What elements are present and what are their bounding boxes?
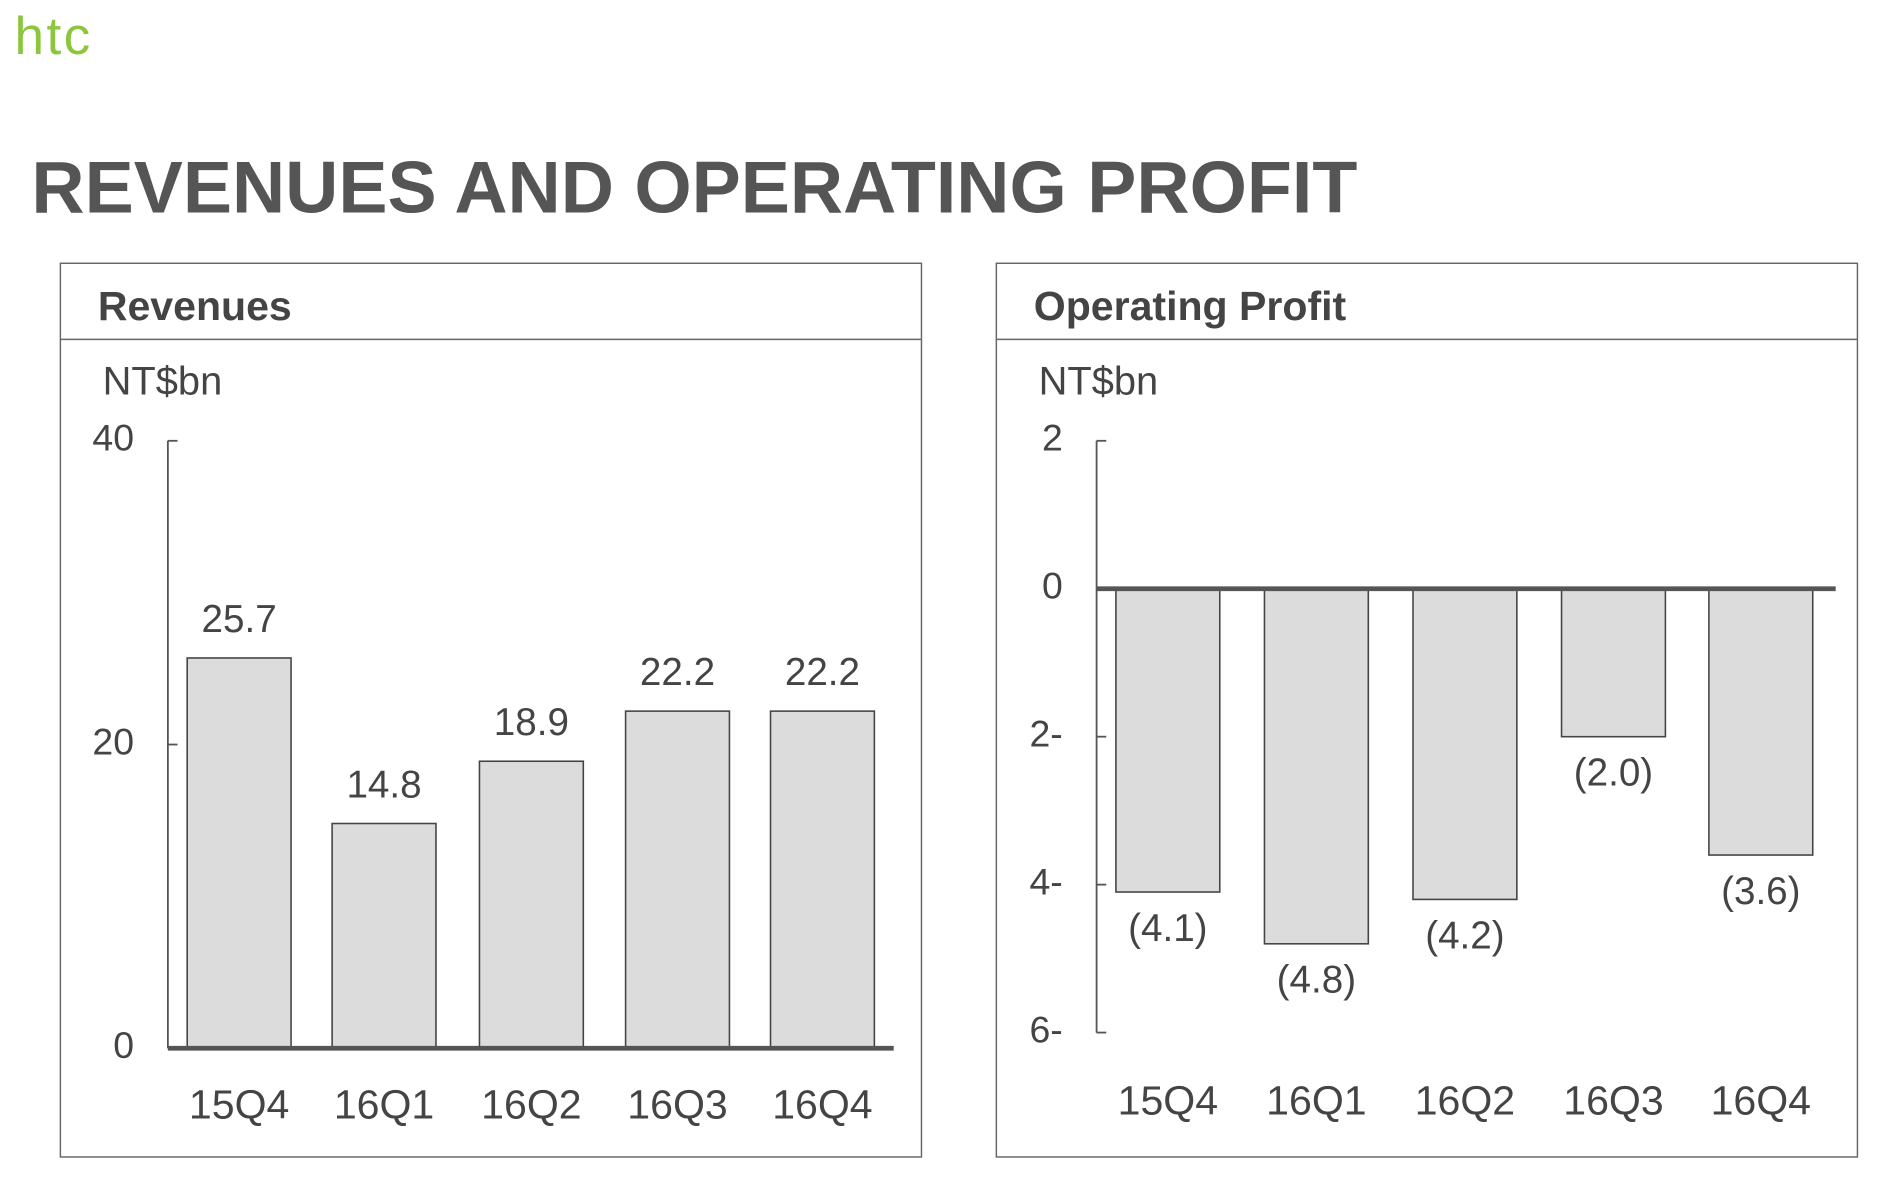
y-tick-label: 20	[92, 720, 134, 762]
value-label: 18.9	[494, 701, 569, 744]
panel-title: Operating Profit	[1034, 283, 1347, 329]
bar	[624, 710, 731, 1050]
y-tick-label: 6-	[1029, 1008, 1062, 1050]
x-tick-label: 16Q1	[1266, 1078, 1366, 1124]
x-tick-label: 16Q3	[627, 1081, 727, 1127]
y-tick-label: 40	[92, 417, 134, 459]
bar	[1115, 587, 1221, 893]
x-tick-label: 15Q4	[189, 1081, 289, 1127]
panel-title: Revenues	[98, 283, 292, 329]
value-label: (4.2)	[1425, 914, 1504, 957]
bar	[478, 760, 585, 1050]
value-label: (3.6)	[1721, 870, 1800, 913]
unit-label: NT$bn	[103, 360, 223, 404]
x-tick-label: 15Q4	[1118, 1078, 1218, 1124]
slide-title: REVENUES AND OPERATING PROFIT	[31, 146, 1357, 229]
x-tick-label: 16Q1	[334, 1081, 434, 1127]
x-tick-label: 16Q4	[772, 1081, 872, 1127]
value-label: 22.2	[785, 651, 860, 694]
value-label: (4.8)	[1277, 959, 1356, 1002]
y-tick-label: 0	[113, 1024, 134, 1066]
bar	[331, 822, 437, 1050]
y-tick-label: 2	[1042, 417, 1063, 459]
unit-label: NT$bn	[1039, 360, 1159, 404]
bar	[1560, 587, 1667, 738]
panel-box	[59, 262, 923, 1158]
y-tick-label: 4-	[1029, 861, 1062, 903]
x-tick-label: 16Q4	[1711, 1078, 1811, 1124]
bar	[769, 710, 876, 1050]
x-tick-label: 16Q2	[481, 1081, 581, 1127]
value-label: 14.8	[346, 763, 421, 806]
logo: htc	[14, 7, 92, 66]
value-label: (2.0)	[1574, 752, 1653, 795]
bar	[186, 657, 292, 1050]
y-tick-label: 0	[1042, 565, 1063, 607]
x-tick-label: 16Q2	[1415, 1078, 1515, 1124]
bar	[1412, 587, 1518, 901]
bar	[1263, 587, 1370, 945]
value-label: (4.1)	[1128, 907, 1207, 950]
bar	[1708, 587, 1814, 856]
panel-box	[995, 262, 1859, 1158]
value-label: 22.2	[640, 651, 715, 694]
y-tick-label: 2-	[1029, 713, 1062, 755]
value-label: 25.7	[202, 598, 277, 641]
x-tick-label: 16Q3	[1563, 1078, 1663, 1124]
